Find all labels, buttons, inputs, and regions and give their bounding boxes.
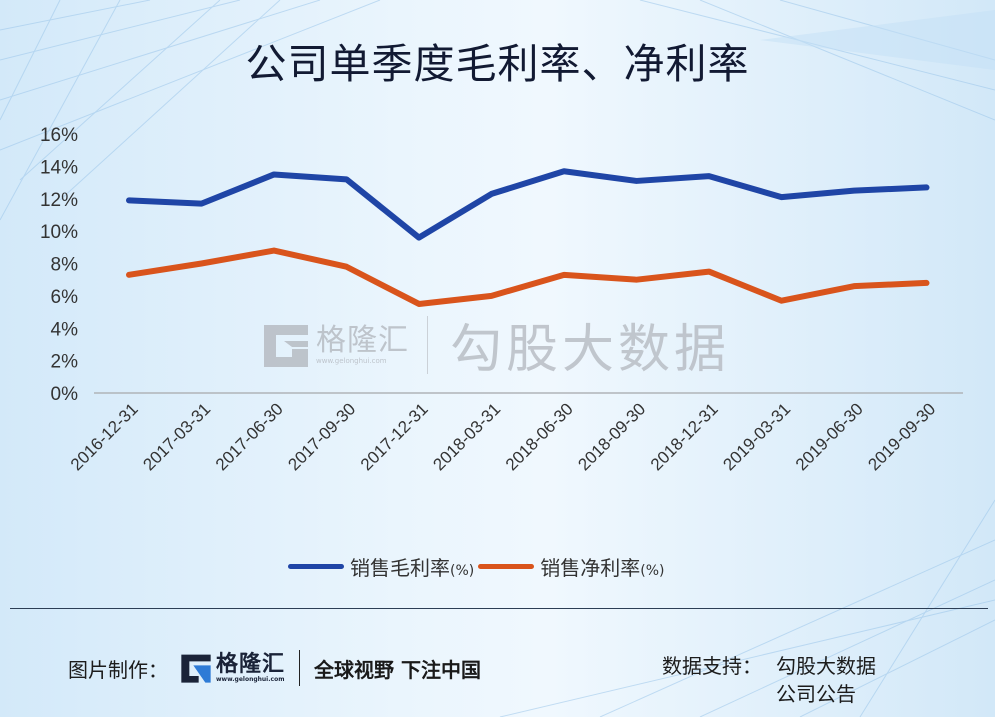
- y-tick-label: 14%: [40, 157, 78, 178]
- gross-margin-line: [126, 168, 930, 241]
- x-tick-label: 2016-12-31: [67, 399, 142, 474]
- x-tick-label: 2017-03-31: [139, 399, 214, 474]
- source-label: 数据支持：: [662, 654, 762, 678]
- x-tick-label: 2018-03-31: [429, 399, 504, 474]
- x-tick-label: 2018-06-30: [502, 399, 577, 474]
- x-tick-label: 2018-09-30: [574, 399, 649, 474]
- footer-separator: [299, 650, 301, 686]
- watermark-text: 勾股大数据: [450, 320, 731, 380]
- legend-suffix-gross: (%): [450, 563, 475, 579]
- chart-legend: 销售毛利率(%) 销售净利率(%): [288, 552, 668, 581]
- y-tick-label: 2%: [51, 352, 79, 373]
- watermark-url: www.gelonghui.com: [316, 356, 387, 365]
- y-axis-labels: 0% 2% 4% 6% 8% 10% 12% 14% 16%: [40, 125, 78, 405]
- gelonghui-logo-icon: [264, 324, 308, 367]
- footer-logo: 格隆汇 www.gelonghui.com: [180, 652, 285, 684]
- watermark-divider: [427, 315, 428, 374]
- y-tick-label: 12%: [40, 190, 78, 211]
- x-axis-labels: 2016-12-312017-03-312017-06-302017-09-30…: [67, 399, 939, 474]
- y-tick-label: 0%: [51, 384, 79, 405]
- watermark: 格隆汇 www.gelonghui.com 勾股大数据: [262, 307, 730, 382]
- legend-item-net-margin: 销售净利率(%): [478, 552, 664, 581]
- line-chart: 0% 2% 4% 6% 8% 10% 12% 14% 16% 2016-12-312017-03…: [40, 125, 963, 474]
- x-tick-label: 2019-06-30: [792, 399, 867, 474]
- watermark-logo: 格隆汇 www.gelonghui.com: [262, 321, 409, 369]
- y-tick-label: 10%: [40, 222, 78, 243]
- footer-credit: 图片制作： 格隆汇 www.gelonghui.com 全球视野 下注中国: [68, 650, 481, 686]
- x-tick-label: 2019-03-31: [719, 399, 794, 474]
- gelonghui-logo-icon: [181, 654, 211, 683]
- made-by-label: 图片制作：: [68, 657, 168, 682]
- footer-brand: 格隆汇: [216, 651, 286, 677]
- legend-swatch-gross: [288, 564, 344, 569]
- y-tick-label: 16%: [40, 125, 78, 146]
- x-tick-label: 2017-12-31: [357, 399, 432, 474]
- legend-label-gross: 销售毛利率: [350, 556, 450, 580]
- footer-slogan: 全球视野 下注中国: [314, 657, 481, 682]
- source-item: 公司公告: [776, 682, 856, 706]
- source-list: 勾股大数据 公司公告: [776, 652, 876, 708]
- source-item: 勾股大数据: [776, 654, 876, 678]
- legend-suffix-net: (%): [640, 563, 665, 579]
- x-tick-label: 2018-12-31: [647, 399, 722, 474]
- net-margin-line: [126, 247, 930, 307]
- footer-divider: [10, 608, 988, 609]
- x-tick-label: 2017-06-30: [212, 399, 287, 474]
- legend-label-net: 销售净利率: [540, 556, 641, 580]
- watermark-brand: 格隆汇: [316, 322, 409, 358]
- chart-title: 公司单季度毛利率、净利率: [245, 40, 750, 88]
- y-tick-label: 8%: [51, 255, 79, 276]
- data-source: 数据支持： 勾股大数据 公司公告: [662, 652, 876, 708]
- y-tick-label: 4%: [51, 319, 79, 340]
- legend-swatch-net: [478, 564, 535, 569]
- footer-brand-url: www.gelonghui.com: [216, 675, 285, 683]
- x-tick-label: 2019-09-30: [864, 399, 939, 474]
- x-tick-label: 2017-09-30: [284, 399, 359, 474]
- legend-item-gross-margin: 销售毛利率(%): [288, 552, 474, 581]
- y-tick-label: 6%: [51, 287, 79, 308]
